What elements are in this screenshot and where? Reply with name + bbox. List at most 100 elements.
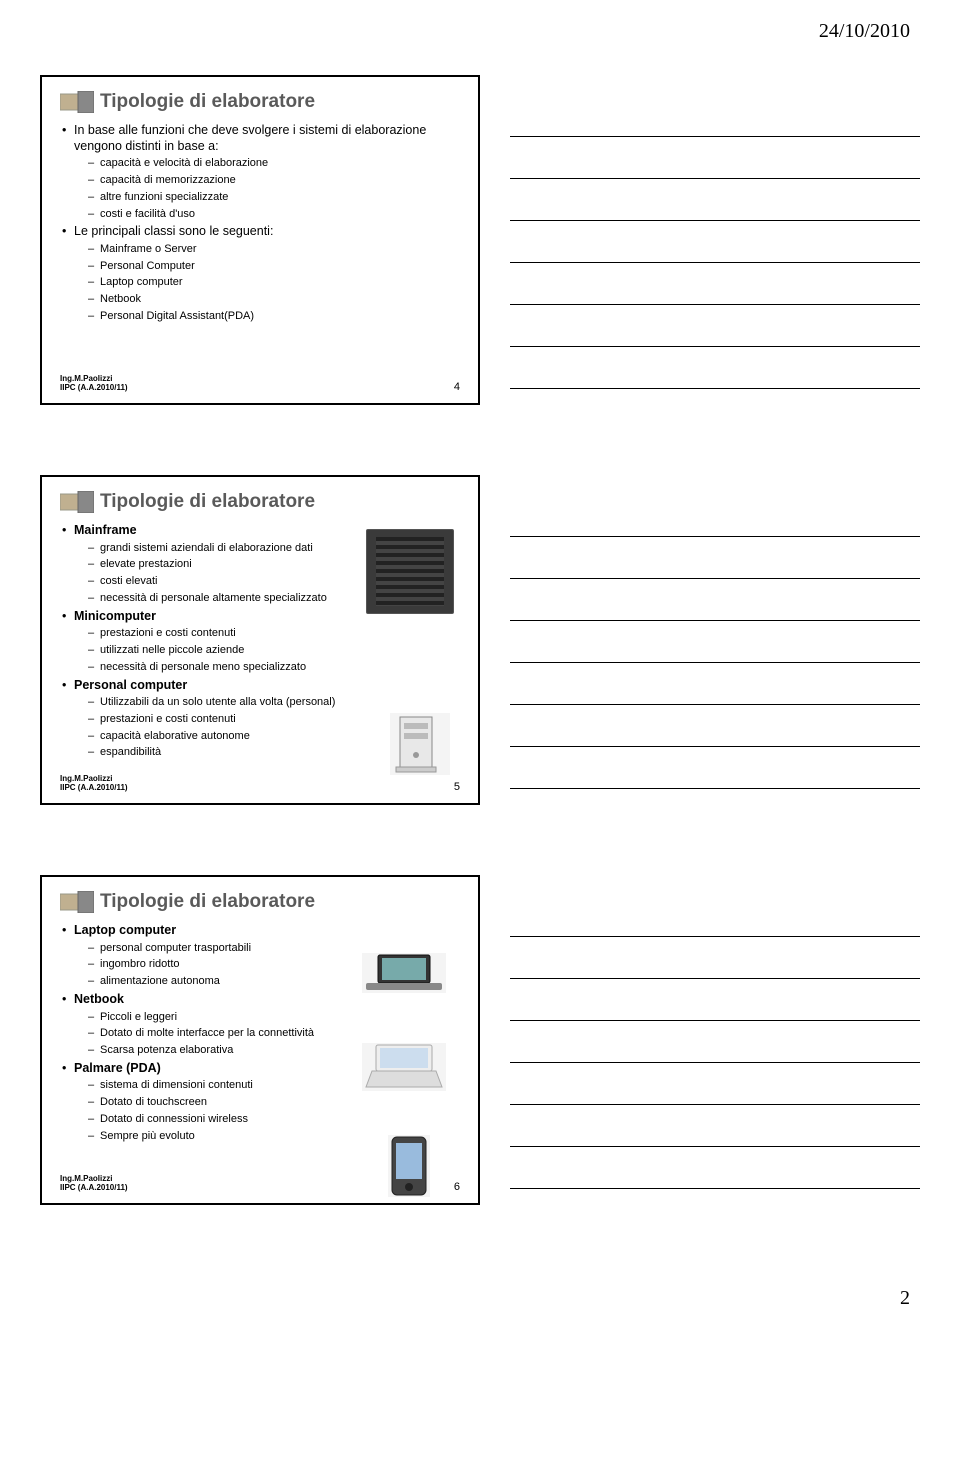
sub-bullet: capacità elaborative autonome (88, 730, 460, 744)
note-line (510, 747, 920, 789)
notes-column (510, 475, 920, 805)
sub-bullet: capacità e velocità di elaborazione (88, 157, 460, 171)
slide-header: Tipologie di elaboratore (60, 891, 460, 913)
note-line (510, 1147, 920, 1189)
note-line (510, 95, 920, 137)
note-line (510, 1063, 920, 1105)
sub-bullet: Scarsa potenza elaborativa (88, 1044, 460, 1058)
sub-bullet: alimentazione autonoma (88, 975, 460, 989)
page-number: 2 (900, 1287, 910, 1310)
university-logo-icon (60, 891, 94, 913)
slide-body: Laptop computer personal computer traspo… (60, 923, 460, 1143)
sub-bullet: Mainframe o Server (88, 243, 460, 257)
note-line (510, 221, 920, 263)
sub-bullet: Sempre più evoluto (88, 1130, 460, 1144)
sub-bullet: Piccoli e leggeri (88, 1011, 460, 1025)
note-line (510, 979, 920, 1021)
footer-course: IIPC (A.A.2010/11) (60, 1184, 128, 1193)
sub-bullet: costi e facilità d'uso (88, 208, 460, 222)
bullet-text: Netbook (74, 992, 124, 1006)
sub-bullet: Laptop computer (88, 276, 460, 290)
sub-bullet: Personal Digital Assistant(PDA) (88, 310, 460, 324)
slide-row: Tipologie di elaboratore In base alle fu… (40, 75, 920, 405)
slide-footer: Ing.M.Paolizzi IIPC (A.A.2010/11) (60, 375, 128, 393)
slide-body: Mainframe grandi sistemi aziendali di el… (60, 523, 460, 760)
sub-bullet: Personal Computer (88, 260, 460, 274)
sub-bullet: necessità di personale meno specializzat… (88, 661, 460, 675)
sub-bullet: capacità di memorizzazione (88, 174, 460, 188)
slide-header: Tipologie di elaboratore (60, 491, 460, 513)
sub-bullet: ingombro ridotto (88, 958, 460, 972)
slide-number: 4 (454, 381, 460, 393)
note-line (510, 621, 920, 663)
note-line (510, 1021, 920, 1063)
sub-bullet: utilizzati nelle piccole aziende (88, 644, 460, 658)
sub-bullet: Dotato di touchscreen (88, 1096, 460, 1110)
sub-bullet: espandibilità (88, 746, 460, 760)
bullet-item: Laptop computer personal computer traspo… (62, 923, 460, 989)
slide-frame: Tipologie di elaboratore Mainframe grand… (40, 475, 480, 805)
note-line (510, 895, 920, 937)
bullet-text: Mainframe (74, 523, 137, 537)
notes-column (510, 75, 920, 405)
note-line (510, 347, 920, 389)
sub-bullet: elevate prestazioni (88, 558, 460, 572)
sub-bullet: sistema di dimensioni contenuti (88, 1079, 460, 1093)
note-line (510, 663, 920, 705)
sub-bullet: Dotato di molte interfacce per la connet… (88, 1027, 460, 1041)
bullet-text: Laptop computer (74, 923, 176, 937)
note-line (510, 579, 920, 621)
slide-title: Tipologie di elaboratore (100, 91, 315, 113)
note-line (510, 1105, 920, 1147)
university-logo-icon (60, 91, 94, 113)
slide-header: Tipologie di elaboratore (60, 91, 460, 113)
slide-row: Tipologie di elaboratore Mainframe grand… (40, 475, 920, 805)
bullet-item: In base alle funzioni che deve svolgere … (62, 123, 460, 221)
bullet-text: Le principali classi sono le seguenti: (74, 224, 273, 238)
bullet-item: Palmare (PDA) sistema di dimensioni cont… (62, 1061, 460, 1144)
sub-bullet: prestazioni e costi contenuti (88, 713, 460, 727)
bullet-text: In base alle funzioni che deve svolgere … (74, 123, 426, 153)
slide-frame: Tipologie di elaboratore Laptop computer (40, 875, 480, 1205)
note-line (510, 937, 920, 979)
slide-row: Tipologie di elaboratore Laptop computer (40, 875, 920, 1205)
bullet-item: Personal computer Utilizzabili da un sol… (62, 678, 460, 761)
slide-number: 6 (454, 1181, 460, 1193)
note-line (510, 137, 920, 179)
sub-bullet: prestazioni e costi contenuti (88, 627, 460, 641)
sub-bullet: altre funzioni specializzate (88, 191, 460, 205)
note-line (510, 179, 920, 221)
slide-column: Tipologie di elaboratore Mainframe grand… (40, 475, 480, 805)
note-line (510, 537, 920, 579)
sub-bullet: Dotato di connessioni wireless (88, 1113, 460, 1127)
bullet-item: Minicomputer prestazioni e costi contenu… (62, 609, 460, 675)
notes-column (510, 875, 920, 1205)
sub-bullet: costi elevati (88, 575, 460, 589)
pda-image-icon (388, 1135, 430, 1197)
note-line (510, 263, 920, 305)
bullet-text: Palmare (PDA) (74, 1061, 161, 1075)
bullet-item: Le principali classi sono le seguenti: M… (62, 224, 460, 323)
sub-bullet: necessità di personale altamente special… (88, 592, 460, 606)
slide-footer: Ing.M.Paolizzi IIPC (A.A.2010/11) (60, 1175, 128, 1193)
bullet-item: Mainframe grandi sistemi aziendali di el… (62, 523, 460, 606)
university-logo-icon (60, 491, 94, 513)
bullet-item: Netbook Piccoli e leggeri Dotato di molt… (62, 992, 460, 1058)
slide-body: In base alle funzioni che deve svolgere … (60, 123, 460, 324)
note-line (510, 305, 920, 347)
slide-footer: Ing.M.Paolizzi IIPC (A.A.2010/11) (60, 775, 128, 793)
slide-column: Tipologie di elaboratore In base alle fu… (40, 75, 480, 405)
page-date: 24/10/2010 (819, 20, 910, 43)
slide-frame: Tipologie di elaboratore In base alle fu… (40, 75, 480, 405)
slide-number: 5 (454, 781, 460, 793)
sub-bullet: grandi sistemi aziendali di elaborazione… (88, 542, 460, 556)
sub-bullet: Netbook (88, 293, 460, 307)
note-line (510, 705, 920, 747)
footer-course: IIPC (A.A.2010/11) (60, 784, 128, 793)
slide-title: Tipologie di elaboratore (100, 491, 315, 513)
page: 24/10/2010 Tipologie di elaboratore In b… (0, 0, 960, 1325)
bullet-text: Personal computer (74, 678, 187, 692)
sub-bullet: Utilizzabili da un solo utente alla volt… (88, 696, 460, 710)
footer-course: IIPC (A.A.2010/11) (60, 384, 128, 393)
sub-bullet: personal computer trasportabili (88, 942, 460, 956)
